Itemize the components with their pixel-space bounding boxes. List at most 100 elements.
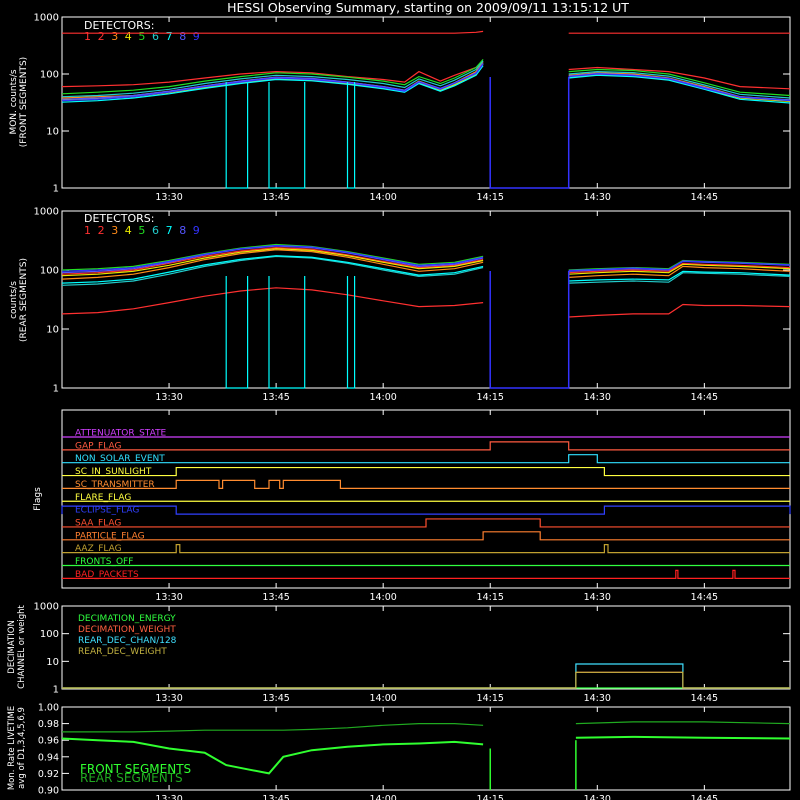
flag-trace-aaz_flag [62,544,790,554]
legend-item-detector-2: 2 [98,30,105,43]
legend-item-detector-2: 2 [98,224,105,237]
y-tick-label: 100 [40,70,59,81]
flag-label-non_solar_event: NON_SOLAR_EVENT [75,454,165,464]
detector-7-dropout [346,276,356,389]
y-tick-label: 100 [40,266,59,277]
data-gap-trace [489,271,570,389]
legend-item-detector-5: 5 [138,30,145,43]
detector-7-dropout [346,82,356,189]
flag-label-sc_transmitter: SC_TRANSMITTER [75,480,155,490]
x-tick-label: 13:30 [155,392,182,403]
legend-item-detector-7: 7 [166,224,173,237]
front-ylabel-line2: (FRONT SEGMENTS) [19,57,29,147]
legend-item-detector-5: 5 [138,224,145,237]
legend-item-detector-4: 4 [125,224,132,237]
decimation-panel: DECIMATION CHANNEL or weight [7,604,791,690]
decimation-legend-decimation_weight: DECIMATION_WEIGHT [78,625,176,635]
series-line-detector-1 [62,30,790,34]
y-tick-label: 10 [46,657,59,668]
decimation-ylabel-line1: DECIMATION [7,620,17,674]
y-tick-label: 0.94 [38,752,59,763]
livetime-panel-frame [61,706,791,791]
front-ylabel-line1: MON. counts/s [9,69,19,134]
flag-label-gap_flag: GAP_FLAG [75,441,121,451]
decimation-panel-frame [61,605,791,690]
decimation-trace-rear_dec_weight [62,671,790,689]
legend-item-detector-6: 6 [152,224,159,237]
series-line-detector-1 [61,287,791,318]
x-tick-label: 14:15 [477,192,504,203]
x-tick-label: 14:30 [584,693,611,704]
series-line-detector-6 [61,255,791,286]
series-line-detector-5 [61,59,791,97]
x-tick-label: 14:30 [584,392,611,403]
legend-item-detector-8: 8 [179,30,186,43]
livetime-legend-front-segments: FRONT SEGMENTS [80,762,191,776]
chart-title: HESSI Observing Summary, starting on 200… [227,0,629,15]
x-tick-label: 14:15 [477,693,504,704]
y-tick-label: 100 [40,629,59,640]
series-line-detector-9 [61,63,791,102]
decimation-legend-rear_dec_chan/128: REAR_DEC_CHAN/128 [78,636,177,646]
series-line-detector-7 [61,255,791,284]
legend-item-detector-9: 9 [193,30,200,43]
legend-item-detector-1: 1 [84,224,91,237]
x-tick-label: 13:45 [262,192,289,203]
flag-label-saa_flag: SAA_FLAG [75,518,121,528]
x-tick-label: 14:45 [691,392,718,403]
rear-segments-panel: DETECTORS: counts/s (REAR SEGMENTS) [9,210,791,389]
livetime-ylabel-line2: avg of D1,3,4,5,6,9 [17,707,27,789]
series-line-detector-3 [61,249,791,280]
flags-panel-frame [61,409,791,589]
series-line-detector-2 [61,246,791,275]
flag-label-attenuator_state: ATTENUATOR_STATE [75,429,167,439]
x-tick-label: 13:45 [262,392,289,403]
series-line-detector-6 [61,60,791,99]
flag-label-flare_flag: FLARE_FLAG [75,493,131,503]
legend-item-detector-9: 9 [193,224,200,237]
flag-label-fronts_off: FRONTS_OFF [75,557,133,567]
x-tick-label: 14:00 [369,693,396,704]
x-tick-label: 14:30 [584,592,611,603]
y-tick-label: 1 [53,384,59,395]
y-tick-label: 10 [46,325,59,336]
front-legend-title: DETECTORS: [84,19,154,32]
x-tick-label: 14:00 [369,192,396,203]
x-tick-label: 13:45 [262,693,289,704]
detector-7-dropout [268,82,306,189]
x-tick-label: 14:45 [691,693,718,704]
legend-item-detector-3: 3 [111,30,118,43]
legend-item-detector-1: 1 [84,30,91,43]
y-tick-label: 0.98 [38,719,59,730]
x-tick-label: 14:30 [584,794,611,800]
rear-ylabel-line1: counts/s [9,281,19,319]
x-tick-label: 14:45 [691,794,718,800]
rear-legend-title: DETECTORS: [84,212,154,225]
y-tick-label: 1 [53,685,59,696]
detector-7-dropout [225,276,249,389]
y-tick-label: 0.90 [38,786,59,797]
legend-item-detector-4: 4 [125,30,132,43]
flags-panel: Flags [33,409,791,589]
livetime-legend-rear-segments: REAR SEGMENTS [80,771,183,785]
decimation-legend-rear_dec_weight: REAR_DEC_WEIGHT [78,647,167,657]
chart-marks: 13:30 13:45 14:00 14:15 14:30 14:45 13:30 13:45… [34,13,791,800]
flags-ylabel: Flags [33,487,43,511]
x-tick-label: 14:15 [477,392,504,403]
detector-7-dropout [225,82,249,189]
y-tick-label: 1000 [34,602,59,613]
flag-label-aaz_flag: AAZ_FLAG [75,544,122,554]
decimation-trace-decimation_weight [62,671,790,689]
x-tick-label: 13:30 [155,693,182,704]
x-tick-label: 14:30 [584,192,611,203]
x-tick-label: 14:45 [691,592,718,603]
x-tick-label: 14:45 [691,192,718,203]
x-tick-label: 14:00 [369,592,396,603]
x-tick-label: 13:45 [262,794,289,800]
y-tick-label: 0.96 [38,736,59,747]
flag-trace-saa_flag [62,518,790,528]
y-tick-label: 1000 [34,13,59,24]
legend-item-detector-7: 7 [166,30,173,43]
livetime-trace-front-segments [61,735,791,775]
